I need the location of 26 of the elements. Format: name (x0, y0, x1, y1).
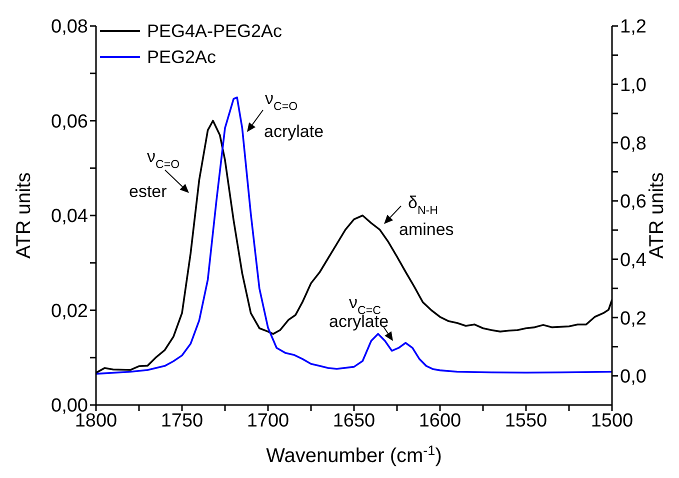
y-axis-title: ATR units (13, 172, 35, 259)
y2-tick-label: 1,0 (620, 75, 646, 96)
annotation: ν$_{C=O}$ ester (129, 147, 180, 201)
annotation: ν$_{C=O}$ acrylate (264, 89, 324, 141)
y-tick-label: 0,08 (51, 16, 88, 38)
y-tick-label: 0,02 (51, 300, 88, 322)
y2-tick-label: 0,0 (620, 366, 646, 388)
y2-tick-label: 0,4 (620, 250, 647, 271)
x-tick-label: 1750 (160, 410, 204, 432)
y2-axis-title: ATR units (646, 172, 668, 259)
x-tick-label: 1550 (504, 410, 548, 432)
y2-tick-label: 0,6 (620, 192, 646, 213)
y2-tick-label: 0,8 (620, 133, 646, 154)
y2-tick-label: 1,2 (620, 16, 646, 38)
x-tick-label: 1700 (246, 410, 290, 432)
y2-tick-label: 0,2 (620, 308, 646, 330)
legend-label: PEG2Ac (147, 46, 216, 69)
y-tick-label: 0,06 (51, 111, 88, 132)
x-tick-label: 1500 (590, 410, 634, 432)
x-axis-title: Wavenumber (cm$^{-1}$) (266, 442, 442, 467)
y-tick-label: 0,04 (51, 206, 88, 228)
annotation: δ$_{N-H}$ amines (399, 193, 454, 239)
x-tick-label: 1650 (332, 410, 376, 432)
annotation: ν$_{C=C}$ acrylate (329, 293, 389, 331)
x-tick-label: 1600 (418, 410, 462, 432)
legend-label: PEG4A-PEG2Ac (147, 20, 282, 43)
